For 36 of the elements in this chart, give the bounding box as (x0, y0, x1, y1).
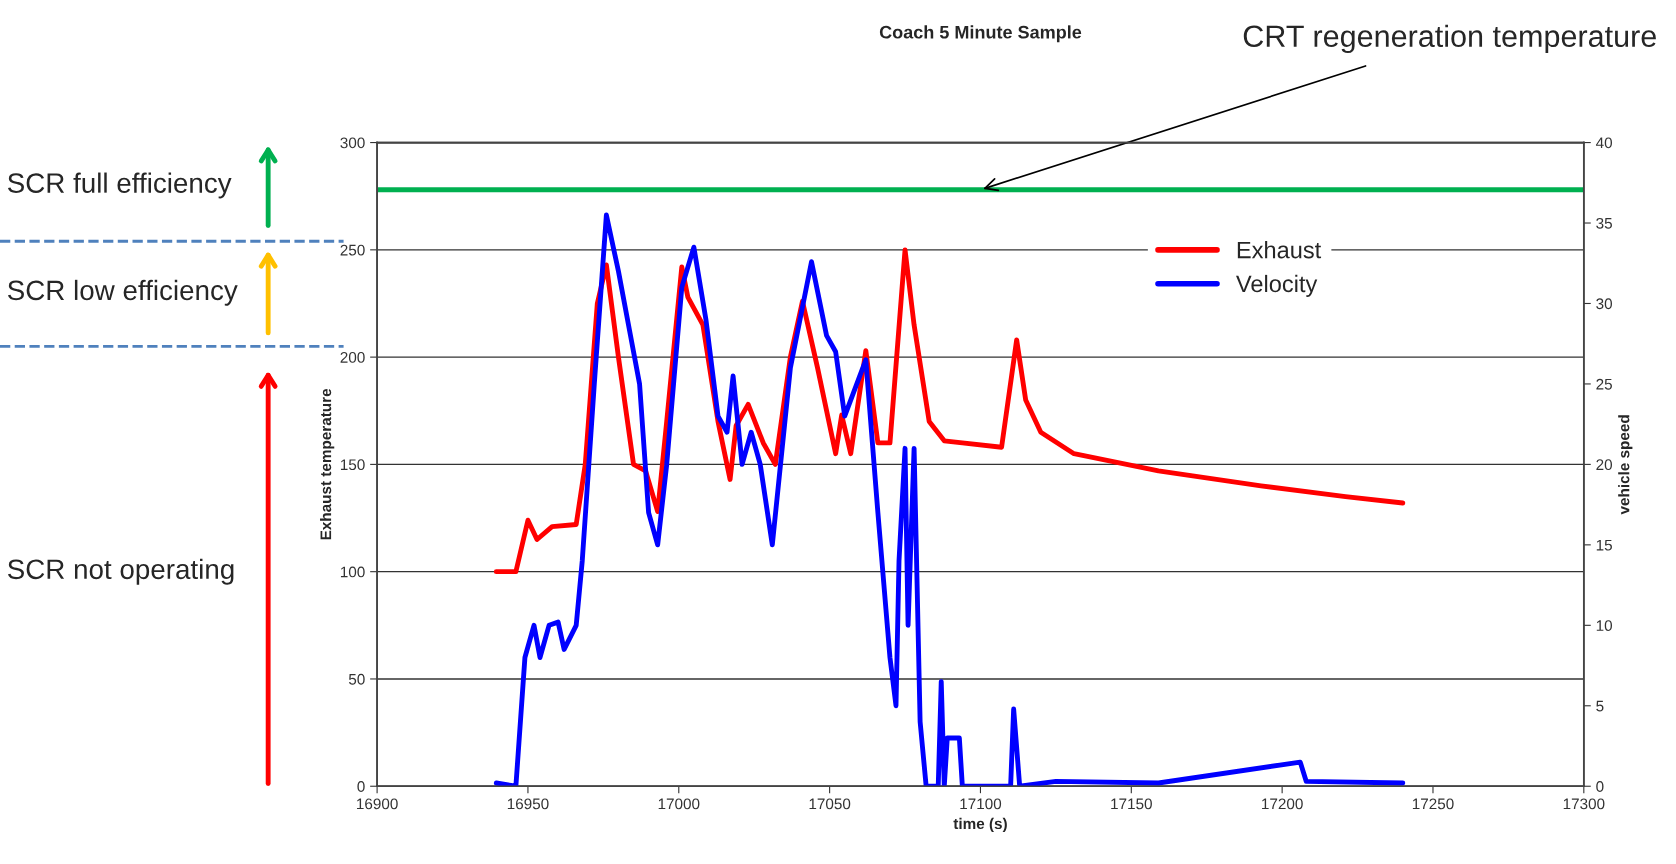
y-tick-label: 100 (340, 566, 365, 578)
y2-tick-label: 15 (1596, 539, 1612, 551)
y2-tick-label: 10 (1596, 620, 1613, 632)
x-tick-label: 17000 (658, 798, 700, 810)
text: SCR not operating (7, 558, 234, 585)
x-tick-label: 17250 (1412, 798, 1454, 810)
x-tick-label: 16900 (357, 798, 398, 810)
y2-axis-title: vehicle speed (1618, 415, 1633, 515)
chart-title: Coach 5 Minute Sample (879, 25, 1082, 43)
x-tick-label: 17200 (1262, 798, 1303, 810)
y-tick-label: 250 (340, 244, 365, 256)
y-axis-title: Exhaust temperature (320, 388, 335, 540)
x-tick-label: 17100 (960, 798, 1002, 810)
y2-tick-label: 5 (1596, 700, 1604, 712)
x-tick-label: 17150 (1111, 798, 1152, 810)
x-tick-label: 16950 (507, 798, 549, 810)
line-series (493, 212, 1406, 787)
y-tick-label: 200 (340, 351, 365, 363)
legend-label: Exhaust (1237, 241, 1322, 259)
y2-tick-label: 20 (1596, 459, 1613, 471)
x-tick-label: 17300 (1563, 798, 1605, 810)
y-tick-label: 0 (357, 781, 365, 792)
y-tick-label: 50 (348, 673, 365, 685)
y2-tick-label: 25 (1596, 378, 1612, 390)
x-axis-title: time (s) (953, 817, 1007, 833)
y2-tick-label: 0 (1596, 781, 1604, 792)
y2-tick-label: 30 (1596, 298, 1613, 310)
text: SCR low efficiency (7, 279, 238, 306)
ref-line-label: CRT regeneration temperature (1243, 24, 1656, 54)
y2-tick-label: 35 (1596, 217, 1612, 229)
y2-tick-label: 40 (1595, 137, 1613, 149)
x-tick-label: 17050 (809, 798, 851, 810)
legend-label: Velocity (1236, 274, 1318, 297)
y-tick-label: 150 (340, 459, 365, 471)
y-tick-label: 300 (340, 137, 365, 149)
text: SCR full efficiency (7, 172, 232, 199)
